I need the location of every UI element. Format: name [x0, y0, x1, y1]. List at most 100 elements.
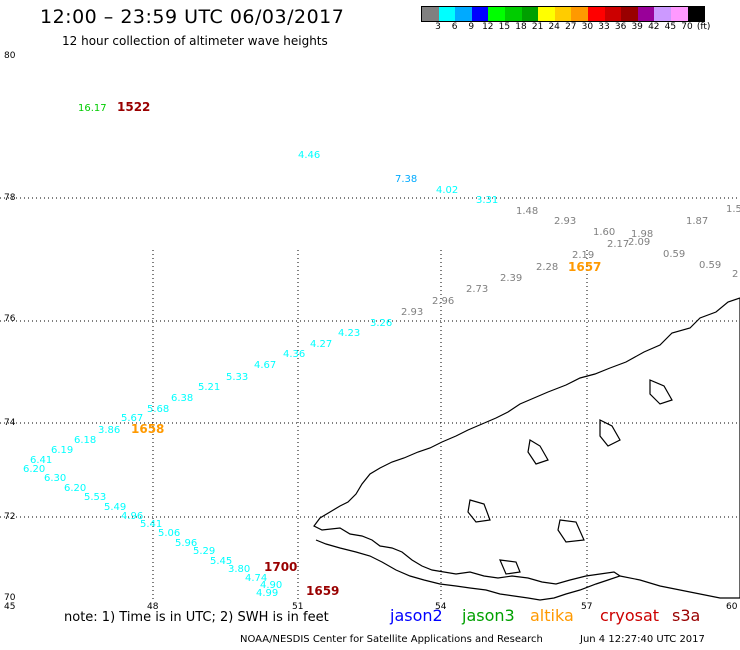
footer-credit: NOAA/NESDIS Center for Satellite Applica… — [240, 634, 543, 645]
wave-height-label: 0.59 — [699, 260, 721, 271]
colorbar-swatch — [670, 7, 688, 21]
colorbar-swatch — [471, 7, 489, 21]
colorbar-swatch — [488, 7, 505, 21]
colorbar-swatch — [571, 7, 588, 21]
wave-height-label: 6.20 — [64, 483, 86, 494]
pass-time-label: 1700 — [264, 560, 297, 574]
wave-height-label: 5.68 — [147, 404, 169, 415]
coastline — [313, 297, 740, 601]
latitude-label: 80 — [4, 51, 16, 61]
wave-height-label: 5.45 — [210, 556, 232, 567]
page-title: 12:00 – 23:59 UTC 06/03/2017 — [40, 6, 345, 28]
wave-height-label: 4.67 — [254, 360, 276, 371]
colorbar-label: 6 — [451, 22, 458, 32]
wave-height-label: 1.87 — [686, 216, 708, 227]
wave-height-label: 5.41 — [140, 519, 162, 530]
wave-height-label: 4.74 — [245, 573, 267, 584]
colorbar-swatch — [554, 7, 572, 21]
wave-height-label: 4.27 — [310, 339, 332, 350]
colorbar-swatch — [587, 7, 605, 21]
wave-height-label: 5.33 — [226, 372, 248, 383]
colorbar-swatch — [422, 7, 439, 21]
wave-height-label: 7.38 — [395, 174, 417, 185]
wave-height-label: 1.48 — [516, 206, 538, 217]
longitude-label: 48 — [147, 602, 159, 612]
wave-height-label: 6.20 — [23, 464, 45, 475]
wave-height-label: 2.96 — [432, 296, 454, 307]
wave-height-label: 2.19 — [572, 250, 594, 261]
colorbar-swatch — [637, 7, 655, 21]
wave-height-label: 16.17 — [78, 103, 107, 114]
wave-height-label: 6.30 — [44, 473, 66, 484]
wave-height-label: 6.38 — [171, 393, 193, 404]
lat-lon-grid — [0, 197, 740, 600]
latitude-label: 76 — [4, 314, 16, 324]
wave-height-label: 2.73 — [466, 284, 488, 295]
wave-height-label: 4.99 — [256, 588, 278, 599]
colorbar-swatch — [621, 7, 638, 21]
colorbar-label: 36 — [614, 22, 627, 32]
colorbar-label: 12 — [482, 22, 494, 32]
colorbar-label: 24 — [548, 22, 560, 32]
longitude-label: 57 — [581, 602, 592, 612]
wave-height-label: 2.28 — [536, 262, 558, 273]
wave-height-label: 0.59 — [663, 249, 685, 260]
legend-item-jason3: jason3 — [462, 606, 515, 625]
page-subtitle: 12 hour collection of altimeter wave hei… — [62, 34, 328, 48]
legend-item-cryosat: cryosat — [600, 606, 660, 625]
pass-time-label: 1659 — [306, 584, 339, 598]
wave-height-label: 2 — [732, 269, 738, 280]
wave-height-label: 2.17 — [607, 239, 629, 250]
wave-height-label: 3.86 — [98, 425, 120, 436]
colorbar-label: 30 — [581, 22, 594, 32]
colorbar-swatch — [604, 7, 622, 21]
colorbar-label: 70 — [681, 22, 693, 32]
colorbar-label: 45 — [664, 22, 677, 32]
legend-item-s3a: s3a — [672, 606, 701, 625]
latitude-label: 78 — [4, 193, 16, 203]
wave-height-label: 2.93 — [401, 307, 423, 318]
longitude-label: 51 — [292, 602, 303, 612]
wave-height-label: 1.5 — [726, 204, 740, 215]
colorbar-swatch — [654, 7, 671, 21]
wave-height-label: 6.18 — [74, 435, 96, 446]
wave-height-label: 4.90 — [260, 580, 282, 591]
colorbar-label: 39 — [631, 22, 643, 32]
wave-height-label: 5.29 — [193, 546, 215, 557]
wave-height-label: 3.80 — [228, 564, 250, 575]
wave-height-label: 5.49 — [104, 502, 126, 513]
latitude-label: 72 — [4, 512, 15, 522]
longitude-label: 60 — [726, 602, 738, 612]
wave-height-label: 4.02 — [436, 185, 458, 196]
colorbar-label: 3 — [435, 22, 441, 32]
footer-timestamp: Jun 4 12:27:40 UTC 2017 — [580, 634, 705, 645]
colorbar-label: 18 — [515, 22, 527, 32]
wave-height-label: 3.26 — [370, 318, 392, 329]
wave-height-label: 5.06 — [158, 528, 180, 539]
colorbar — [421, 6, 706, 22]
wave-height-label: 1.98 — [631, 229, 653, 240]
colorbar-label: 33 — [598, 22, 610, 32]
legend-item-altika: altika — [530, 606, 574, 625]
wave-height-label: 4.36 — [283, 349, 305, 360]
note-text: note: 1) Time is in UTC; 2) SWH is in fe… — [64, 610, 329, 625]
legend-item-jason2: jason2 — [390, 606, 443, 625]
pass-time-label: 1657 — [568, 260, 601, 274]
wave-height-label: 5.96 — [175, 538, 197, 549]
colorbar-label: 42 — [648, 22, 660, 32]
colorbar-label: 21 — [531, 22, 544, 32]
pass-time-label: 1522 — [117, 100, 150, 114]
wave-height-label: 6.19 — [51, 445, 73, 456]
colorbar-swatch — [538, 7, 555, 21]
wave-height-label: 6.41 — [30, 455, 52, 466]
colorbar-swatch — [687, 7, 705, 21]
wave-height-label: 2.39 — [500, 273, 522, 284]
colorbar-label: (ft) — [696, 22, 711, 32]
colorbar-label: 27 — [565, 22, 577, 32]
longitude-label: 54 — [435, 602, 447, 612]
colorbar-swatch — [521, 7, 539, 21]
wave-height-label: 5.21 — [198, 382, 220, 393]
colorbar-swatch — [455, 7, 472, 21]
pass-time-label: 1658 — [131, 422, 164, 436]
observation-labels: 16.17 1522 4.46 7.38 4.02 3.31 1.48 2.93 1.60 1.9… — [23, 100, 740, 599]
